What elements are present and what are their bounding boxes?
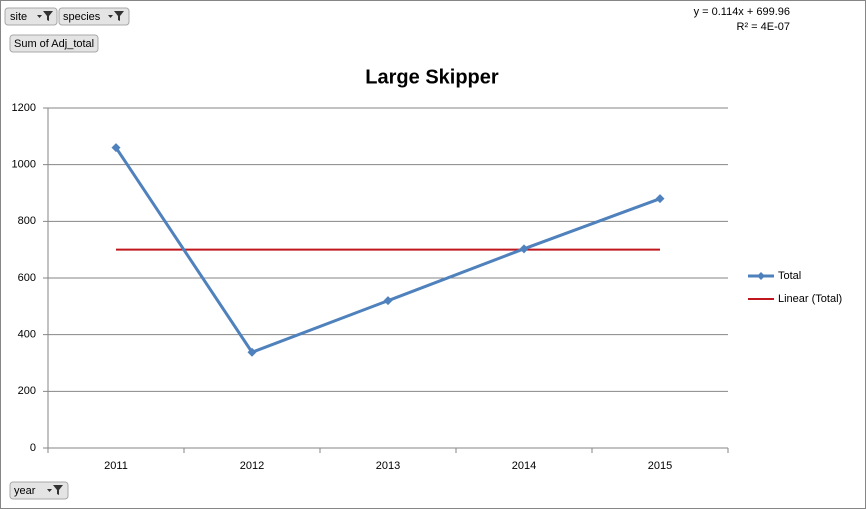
trendline-equation: y = 0.114x + 699.96: [694, 6, 790, 18]
chart-title: Large Skipper: [365, 66, 499, 88]
y-tick-label: 200: [18, 385, 36, 397]
axis-button[interactable]: year: [9, 481, 69, 500]
button-label[interactable]: species: [63, 11, 101, 23]
button-label[interactable]: site: [10, 11, 27, 23]
y-tick-label: 1200: [12, 102, 36, 114]
legend-label: Linear (Total): [778, 293, 842, 305]
values-button[interactable]: Sum of Adj_total: [9, 34, 99, 53]
filter-icon: [47, 485, 63, 495]
button-label[interactable]: year: [14, 485, 36, 497]
x-tick-label: 2014: [512, 460, 536, 472]
data-point: [383, 296, 393, 306]
y-tick-label: 400: [18, 329, 36, 341]
y-tick-label: 1000: [12, 159, 36, 171]
x-tick-label: 2015: [648, 460, 672, 472]
data-point: [655, 194, 665, 204]
data-point: [111, 143, 121, 153]
data-point: [519, 244, 529, 254]
filter-icon: [108, 11, 124, 21]
legend-marker: [757, 272, 765, 280]
legend-label: Total: [778, 270, 801, 282]
trendline-r2: R² = 4E-07: [737, 21, 791, 33]
filter-button[interactable]: species: [58, 7, 130, 26]
x-tick-label: 2011: [104, 460, 128, 472]
x-tick-label: 2012: [240, 460, 264, 472]
filter-button[interactable]: site: [4, 7, 58, 26]
button-label[interactable]: Sum of Adj_total: [14, 38, 94, 50]
x-tick-label: 2013: [376, 460, 400, 472]
data-point: [247, 347, 257, 357]
y-tick-label: 0: [30, 442, 36, 454]
y-tick-label: 800: [18, 215, 36, 227]
y-tick-label: 600: [18, 272, 36, 284]
filter-icon: [37, 11, 53, 21]
